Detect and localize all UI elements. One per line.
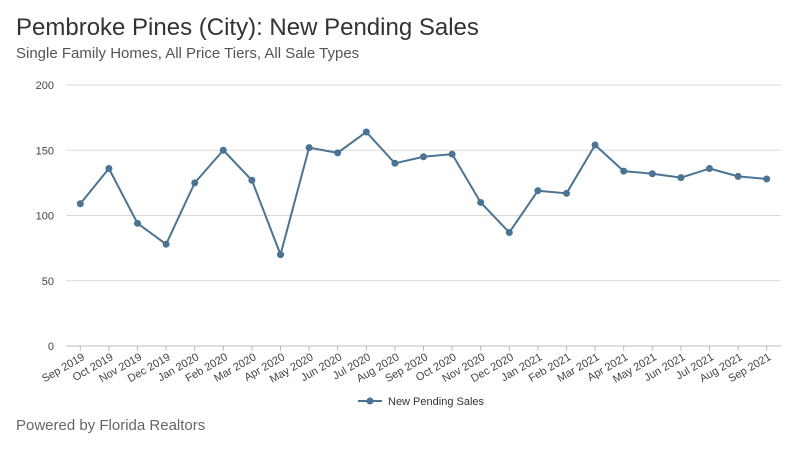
data-point [162,240,170,248]
data-point [219,146,227,154]
data-point [505,228,513,236]
chart-subtitle: Single Family Homes, All Price Tiers, Al… [16,45,360,62]
y-tick-label: 100 [36,211,54,223]
data-point [448,150,456,158]
data-point [734,172,742,180]
y-tick-label: 150 [36,145,54,157]
data-point [677,174,685,182]
data-point [420,153,427,161]
y-tick-label: 0 [48,341,54,353]
data-point [76,200,84,208]
data-point [334,149,342,157]
data-point [191,179,199,187]
legend-label: New Pending Sales [388,396,485,408]
data-point [477,198,485,206]
data-point [277,251,284,259]
data-point [648,170,656,178]
powered-by-footer: Powered by Florida Realtors [16,417,206,434]
data-point [248,176,256,184]
data-point [534,187,542,195]
legend-marker [366,397,374,405]
data-point [362,128,370,136]
data-point [706,165,713,173]
data-point [105,165,113,173]
data-point [763,175,771,183]
data-point [305,144,313,152]
y-tick-label: 200 [36,80,54,92]
y-tick-label: 50 [42,276,54,288]
data-point [563,189,570,197]
data-point [620,167,628,175]
data-point [391,159,399,167]
chart-title: Pembroke Pines (City): New Pending Sales [16,14,479,41]
data-point [591,141,599,149]
data-point [134,219,141,227]
